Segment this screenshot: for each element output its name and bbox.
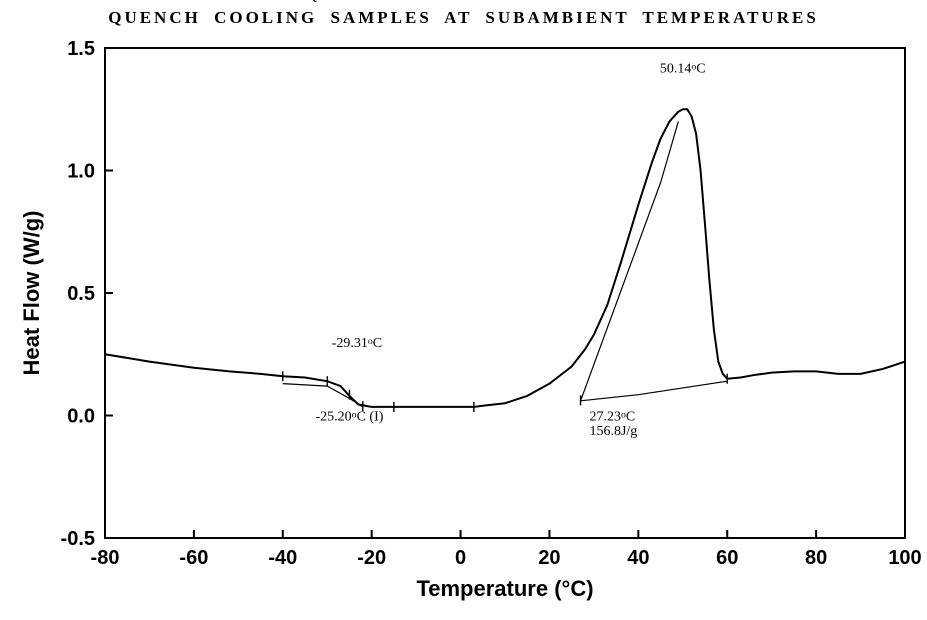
plot-area	[105, 48, 905, 538]
y-tick-label: 1.0	[67, 161, 95, 183]
y-tick-label: 1.5	[67, 38, 95, 60]
x-tick-label: 100	[888, 547, 921, 569]
annotation-onset_temp: 27.23oC	[589, 409, 635, 424]
x-tick-label: -40	[268, 547, 297, 569]
annotation-onset_energy: 156.8J/g	[589, 424, 637, 439]
x-tick-label: -60	[179, 547, 208, 569]
chart-svg: -80 -60 -40 -20 0 20 40 60 80 100 -0.5 0.0 0.5 1.0 1.5…	[0, 0, 927, 620]
annotation-glass_onset: -29.31oC	[332, 336, 382, 351]
y-axis-label: Heat Flow (W/g)	[19, 211, 44, 376]
x-tick-label: 40	[627, 547, 649, 569]
chart-title: QUENCH COOLING SAMPLES AT SUBAMBIENT TEM…	[0, 8, 927, 28]
y-tick-label: 0.0	[67, 406, 95, 428]
y-tick-label: -0.5	[61, 528, 95, 550]
x-tick-label: -80	[91, 547, 120, 569]
x-tick-label: 0	[455, 547, 466, 569]
x-tick-label: 60	[716, 547, 738, 569]
chart-container: QUENCH COOLING SAMPLES AT SUBAMBIENT TEM…	[0, 0, 927, 620]
annotation-peak_temp: 50.14oC	[660, 62, 706, 77]
description-line-2: WHEN THE SAMPLE WAS LOADED.	[149, 0, 391, 4]
x-tick-label: -20	[357, 547, 386, 569]
annotation-glass_mid: -25.20oC (I)	[315, 409, 383, 424]
x-tick-label: 80	[805, 547, 827, 569]
x-tick-label: 20	[538, 547, 560, 569]
x-axis-label: Temperature (°C)	[416, 576, 593, 601]
y-tick-label: 0.5	[67, 283, 95, 305]
